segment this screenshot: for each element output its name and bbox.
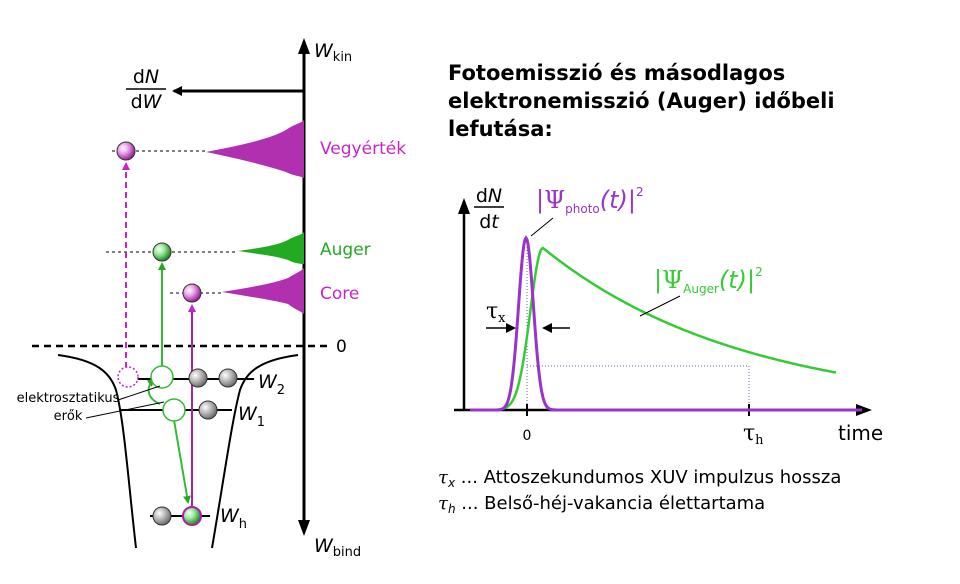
auger-source-hole <box>150 365 174 389</box>
relaxation-arrow <box>173 419 191 504</box>
axis-label-wbind: Wbind <box>314 535 361 560</box>
title-line-3: lefutása: <box>448 117 553 141</box>
auger-label-pointer <box>639 295 681 317</box>
auger-curve-label: |ΨAuger(t)|2 <box>654 265 763 296</box>
axis-label-wkin: Wkin <box>314 40 352 65</box>
level-label-w2: W2 <box>258 371 285 398</box>
title-block: Fotoemisszió és másodlagos elektronemiss… <box>448 61 835 141</box>
tau-h-label: τh <box>743 421 764 448</box>
photo-curve-label: |Ψphoto(t)|2 <box>536 185 644 216</box>
force-pointer-1 <box>117 385 161 401</box>
relaxing-hole <box>162 398 186 422</box>
electron-wh-filled <box>182 506 202 526</box>
plot-x-axis-arrow <box>856 404 872 416</box>
title-line-2: elektronemisszió (Auger) időbeli <box>448 89 835 113</box>
electron-w2-a <box>188 368 208 388</box>
peak-label-valence: Vegyérték <box>320 139 406 159</box>
plot-x-label: time <box>838 421 883 445</box>
level-label-wh: Wh <box>220 505 247 532</box>
dndw-numerator: dN <box>133 66 159 88</box>
time-plot: dN dt time 0 τh τx |Ψphoto(t)|2 <box>454 185 883 448</box>
force-pointer-2 <box>85 401 165 419</box>
potential-well-left <box>57 354 137 549</box>
legend-tau-h: τh ... Belső-héj-vakancia élettartama <box>438 493 765 516</box>
tau-x-label: τx <box>486 299 506 326</box>
auger-electron <box>152 242 172 262</box>
photo-curve <box>470 235 862 412</box>
electron-w1 <box>198 400 218 420</box>
legend: τx ... Attoszekundumos XUV impulzus hoss… <box>438 467 841 516</box>
title-line-1: Fotoemisszió és másodlagos <box>448 61 785 85</box>
level-label-w1: W1 <box>238 403 265 430</box>
electron-w2-b <box>218 368 238 388</box>
photo-label-pointer <box>530 217 554 237</box>
peak-label-core: Core <box>320 284 359 304</box>
valence-emitted-electron <box>116 141 136 161</box>
potential-well-right <box>211 354 299 549</box>
zero-tick-label: 0 <box>523 428 532 444</box>
dndw-denominator: dW <box>131 91 163 113</box>
force-label-line2: erők <box>54 409 83 424</box>
core-peak <box>222 268 304 314</box>
energy-axis-arrow-down <box>298 520 310 536</box>
legend-tau-x: τx ... Attoszekundumos XUV impulzus hoss… <box>438 467 841 490</box>
plot-y-label-num: dN <box>476 185 502 207</box>
peak-label-auger: Auger <box>320 240 371 260</box>
auger-curve <box>470 246 837 412</box>
zero-label: 0 <box>336 337 347 357</box>
energy-diagram: Wkin Wbind dN dW Vegyérték Auger Core 0 <box>17 38 406 560</box>
energy-axis-arrow-up <box>298 38 310 54</box>
plot-y-axis-arrow <box>458 198 470 214</box>
auger-peak <box>238 232 304 264</box>
core-photoelectron <box>182 283 202 303</box>
plot-y-label-den: dt <box>479 211 500 233</box>
valence-hole <box>117 366 139 388</box>
electron-wh-gray <box>152 506 172 526</box>
valence-peak <box>206 120 304 178</box>
force-label-line1: elektrosztatikus <box>17 391 120 406</box>
